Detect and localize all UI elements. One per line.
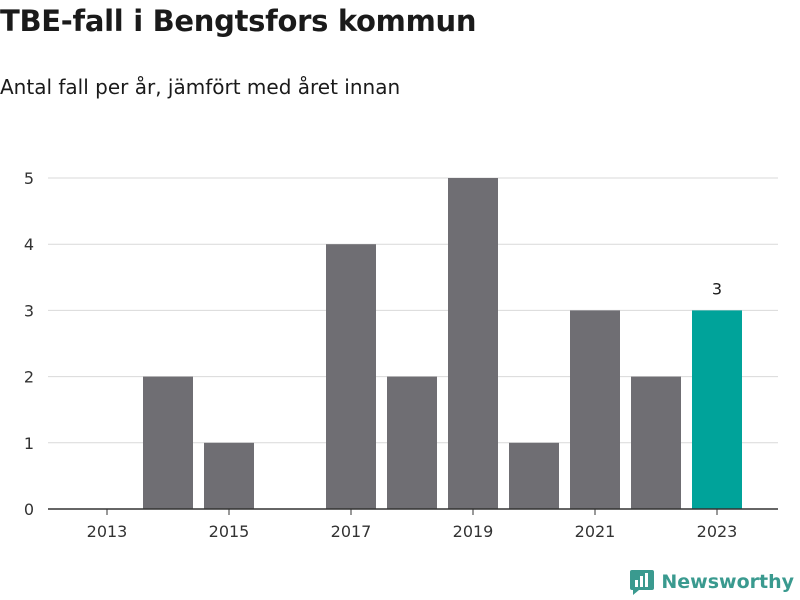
x-tick-label: 2019 [453, 522, 494, 541]
bar-2014 [143, 376, 193, 509]
bar-2015 [204, 442, 254, 509]
chart-subtitle: Antal fall per år, jämfört med året inna… [0, 75, 401, 99]
brand-name: Newsworthy [661, 571, 794, 593]
bar-2018 [387, 376, 437, 509]
bar-2021 [570, 310, 620, 509]
bar-2022 [631, 376, 681, 509]
bar-2023 [692, 310, 742, 509]
bar-2020 [509, 442, 559, 509]
y-tick-label: 5 [24, 169, 34, 188]
y-tick-label: 3 [24, 301, 34, 320]
x-tick-label: 2021 [575, 522, 616, 541]
chart-title: TBE-fall i Bengtsfors kommun [0, 4, 477, 38]
x-tick-label: 2017 [331, 522, 372, 541]
y-tick-label: 2 [24, 368, 34, 387]
newsworthy-logo: Newsworthy [629, 568, 794, 596]
bar-2019 [448, 178, 498, 509]
bar-2017 [326, 244, 376, 509]
x-tick-label: 2023 [697, 522, 738, 541]
y-tick-label: 0 [24, 500, 34, 519]
data-label: 3 [712, 279, 722, 298]
y-tick-label: 1 [24, 434, 34, 453]
x-tick-label: 2015 [209, 522, 250, 541]
x-tick-label: 2013 [87, 522, 128, 541]
chart-logo-icon [630, 570, 655, 595]
y-tick-label: 4 [24, 235, 34, 254]
